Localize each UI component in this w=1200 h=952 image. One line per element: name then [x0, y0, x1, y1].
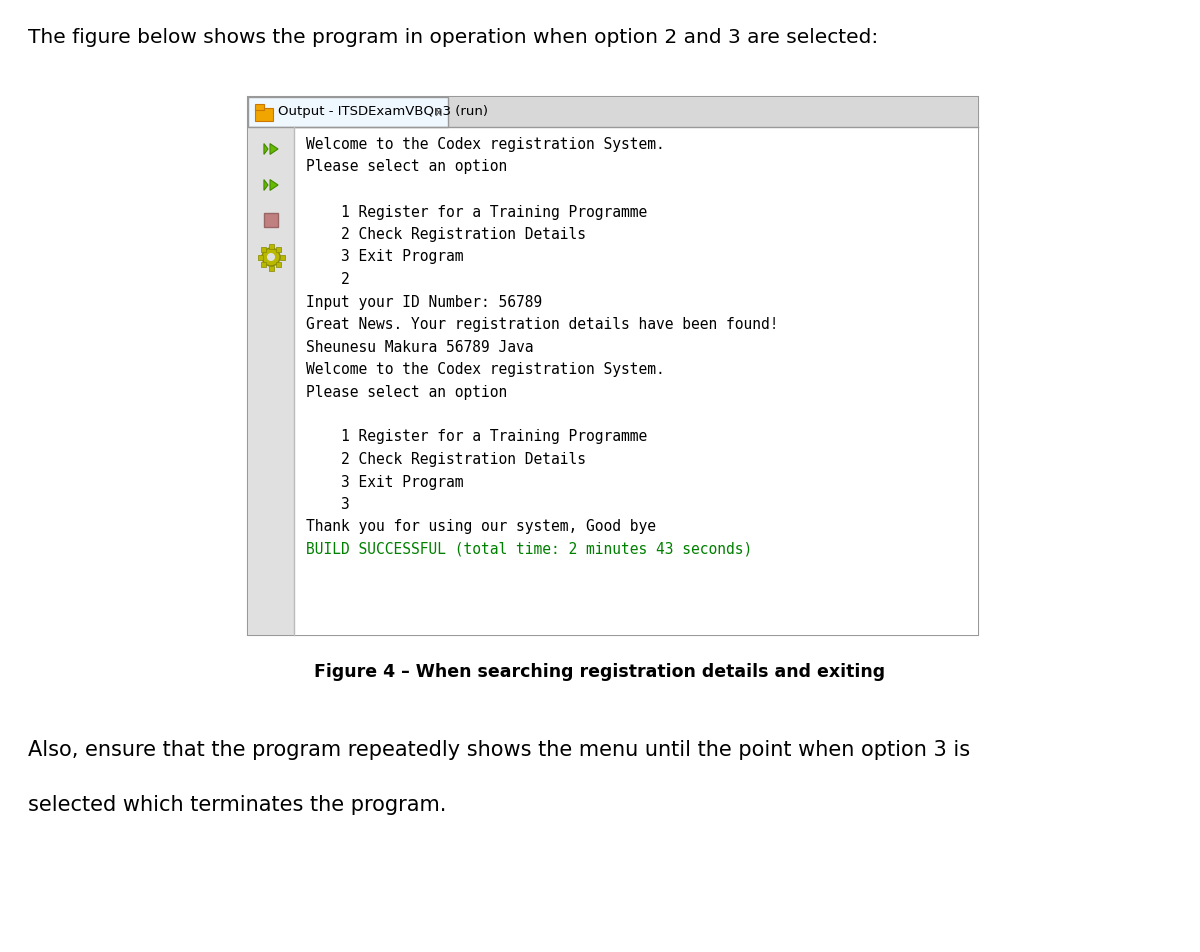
Polygon shape [270, 180, 278, 190]
Bar [276, 247, 281, 251]
Text: Welcome to the Codex registration System.: Welcome to the Codex registration System… [306, 137, 665, 152]
Text: 3 Exit Program: 3 Exit Program [306, 249, 463, 265]
Bar [280, 254, 284, 260]
Circle shape [266, 253, 275, 261]
Bar [248, 97, 978, 635]
Text: Figure 4 – When searching registration details and exiting: Figure 4 – When searching registration d… [314, 663, 886, 681]
Text: 2 Check Registration Details: 2 Check Registration Details [306, 227, 586, 242]
Text: x: x [434, 106, 442, 118]
Bar [248, 127, 978, 635]
Bar [260, 247, 265, 251]
Bar [264, 213, 278, 227]
Bar [260, 263, 265, 268]
Bar [256, 104, 264, 110]
Circle shape [262, 248, 280, 266]
Polygon shape [270, 144, 278, 154]
Text: 1 Register for a Training Programme: 1 Register for a Training Programme [306, 429, 647, 445]
Bar [269, 244, 274, 248]
Text: 3 Exit Program: 3 Exit Program [306, 474, 463, 489]
Text: 3: 3 [306, 497, 349, 512]
Text: The figure below shows the program in operation when option 2 and 3 are selected: The figure below shows the program in op… [28, 28, 878, 47]
Text: Welcome to the Codex registration System.: Welcome to the Codex registration System… [306, 362, 665, 377]
Text: Also, ensure that the program repeatedly shows the menu until the point when opt: Also, ensure that the program repeatedly… [28, 740, 970, 760]
Bar [248, 127, 294, 635]
Text: Sheunesu Makura 56789 Java: Sheunesu Makura 56789 Java [306, 340, 534, 354]
Polygon shape [264, 144, 268, 154]
Text: 1 Register for a Training Programme: 1 Register for a Training Programme [306, 205, 647, 220]
Bar [256, 108, 274, 121]
Text: Input your ID Number: 56789: Input your ID Number: 56789 [306, 294, 542, 309]
Text: Great News. Your registration details have been found!: Great News. Your registration details ha… [306, 317, 779, 332]
Text: 2: 2 [306, 272, 349, 287]
Bar [248, 97, 978, 127]
Bar [258, 254, 263, 260]
Bar [276, 263, 281, 268]
Text: 2 Check Registration Details: 2 Check Registration Details [306, 452, 586, 467]
Polygon shape [264, 180, 268, 190]
Text: Thank you for using our system, Good bye: Thank you for using our system, Good bye [306, 520, 656, 534]
Bar [248, 97, 448, 127]
Text: Please select an option: Please select an option [306, 160, 508, 174]
Text: BUILD SUCCESSFUL (total time: 2 minutes 43 seconds): BUILD SUCCESSFUL (total time: 2 minutes … [306, 542, 752, 557]
Text: Output - ITSDExamVBQn3 (run): Output - ITSDExamVBQn3 (run) [278, 106, 488, 118]
Text: selected which terminates the program.: selected which terminates the program. [28, 795, 446, 815]
Text: Please select an option: Please select an option [306, 385, 508, 400]
Bar [269, 266, 274, 270]
